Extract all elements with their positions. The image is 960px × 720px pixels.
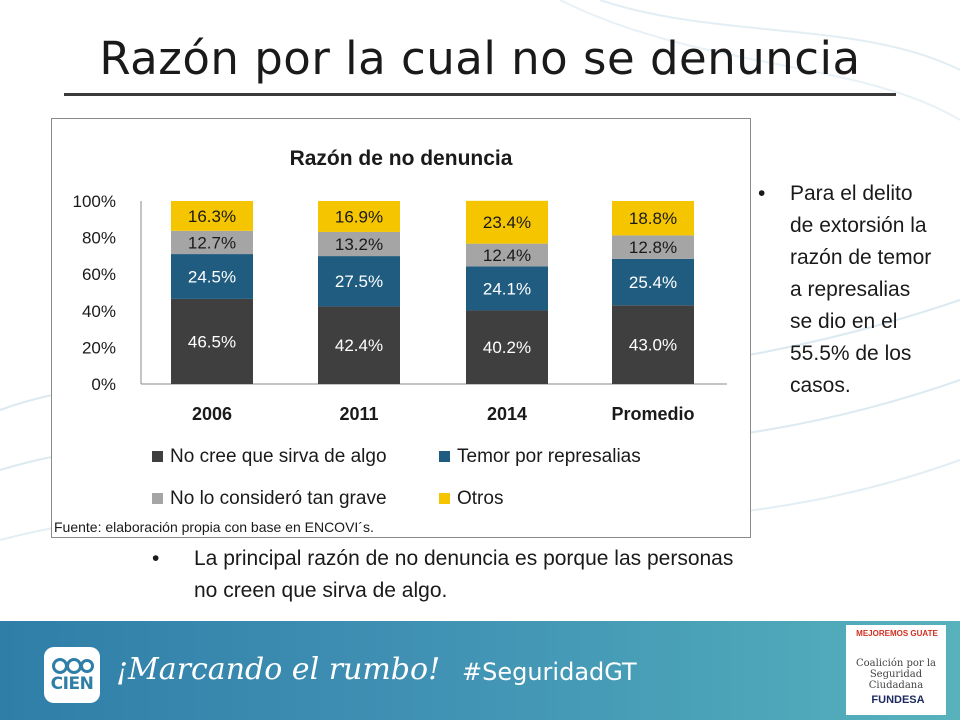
bar-value-label: 24.5% (188, 267, 236, 286)
x-tick-label: 2006 (192, 404, 232, 424)
x-axis: 2006 2011 2014 Promedio (192, 404, 695, 424)
bar-segment (171, 201, 253, 231)
bar-segment (318, 256, 400, 307)
legend-label: Otros (457, 488, 503, 509)
bar-segment (171, 298, 253, 384)
y-tick-label: 40% (82, 302, 116, 321)
bar-segment (171, 230, 253, 255)
bar-segment (466, 243, 548, 267)
bar-value-label: 12.7% (188, 233, 236, 252)
bar-value-label: 40.2% (483, 338, 531, 357)
chart-legend: No cree que sirva de algo Temor por repre… (152, 446, 641, 509)
footer-slogan: ¡Marcando el rumbo! (116, 652, 441, 687)
bar-segment (612, 201, 694, 236)
legend-swatch (439, 493, 450, 504)
chart-source: Fuente: elaboración propia con base en E… (54, 519, 374, 535)
bar-segment (171, 254, 253, 299)
bar-value-label: 13.2% (335, 235, 383, 254)
bar-value-label: 12.4% (483, 246, 531, 265)
bar-value-label: 23.4% (483, 213, 531, 232)
y-tick-label: 80% (82, 229, 116, 248)
y-tick-label: 60% (82, 265, 116, 284)
bar-series-group: 46.5% 24.5% 12.7% 16.3% 42.4% 27.5% 13.2% 16.9%… (171, 200, 694, 384)
legend-label: Temor por represalias (457, 446, 641, 467)
logo-text: CIEN (50, 674, 94, 694)
logo-ring-icon (80, 659, 94, 673)
x-tick-label: Promedio (611, 404, 694, 424)
legend-label: No lo consideró tan grave (170, 488, 387, 509)
bar-value-label: 43.0% (629, 336, 677, 355)
coalition-logo-text: Coalición por la Seguridad Ciudadana (855, 658, 936, 691)
bar-value-label: 27.5% (335, 272, 383, 291)
bar-segment (612, 305, 694, 384)
bar-value-label: 12.8% (629, 238, 677, 257)
bar-value-label: 24.1% (483, 279, 531, 298)
stacked-bar-chart: Razón de no denuncia 0%20%40%60%80%100% … (54, 147, 727, 535)
legend-swatch (439, 451, 450, 462)
y-tick-label: 0% (91, 375, 116, 394)
right-bullet-text: Para el delito de extorsión la razón de … (790, 182, 932, 397)
bar-segment (466, 310, 548, 384)
mejoremos-guate-logo: MEJOREMOS GUATE (856, 629, 938, 638)
legend-swatch (152, 493, 163, 504)
bar-value-label: 16.9% (335, 207, 383, 226)
bar-value-label: 25.4% (629, 273, 677, 292)
footer-hashtag: #SeguridadGT (462, 658, 637, 686)
y-tick-label: 100% (73, 192, 116, 211)
x-tick-label: 2011 (339, 404, 378, 424)
cien-logo: CIEN (44, 647, 100, 703)
y-axis: 0% 20% 40% 60% 80% 100% (73, 192, 116, 394)
partner-logos: MEJOREMOS GUATE Coalición por la Segurid… (846, 625, 946, 715)
chart-container: Razón de no denuncia 0% 20% 40% 60% 80% 100% … (51, 118, 751, 538)
bar-segment (466, 200, 548, 244)
bar-segment (466, 266, 548, 311)
legend-label: No cree que sirva de algo (170, 446, 387, 467)
page-title: Razón por la cual no se denuncia (99, 32, 861, 85)
x-tick-label: 2014 (487, 404, 527, 424)
bar-segment (612, 258, 694, 306)
bar-segment (318, 306, 400, 384)
title-divider (64, 93, 896, 96)
bar-value-label: 18.8% (629, 209, 677, 228)
bar-segment (318, 231, 400, 257)
bar-segment (612, 235, 694, 259)
bar-segment (318, 201, 400, 232)
footer-bar (0, 621, 960, 720)
y-tick-label: 20% (82, 338, 116, 357)
bar-value-label: 16.3% (188, 207, 236, 226)
legend-swatch (152, 451, 163, 462)
bullet-marker: • (758, 182, 766, 205)
chart-title: Razón de no denuncia (290, 147, 513, 170)
bottom-bullet-text: La principal razón de no denuncia es por… (194, 547, 734, 602)
bullet-marker: • (152, 547, 160, 570)
bar-value-label: 42.4% (335, 336, 383, 355)
bar-value-label: 46.5% (188, 332, 236, 351)
fundesa-logo: FUNDESA (871, 694, 925, 706)
